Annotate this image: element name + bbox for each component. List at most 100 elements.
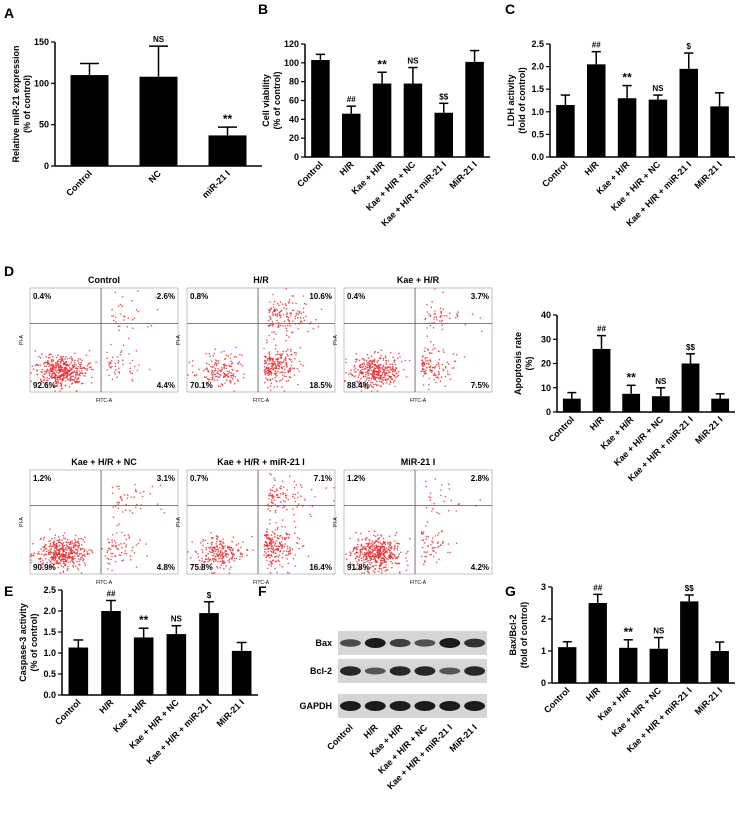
event-dot [116,486,118,488]
event-dot [481,331,483,333]
event-dot [356,548,358,550]
event-dot [55,377,57,379]
event-dot [219,374,221,376]
event-dot [231,363,233,365]
event-dot [230,357,232,359]
event-dot [357,552,359,554]
event-dot [75,375,77,377]
event-dot [218,360,220,362]
event-dot [276,572,278,574]
event-dot [275,548,277,550]
event-dot [389,549,391,551]
event-dot [275,377,277,379]
event-dot [440,495,442,497]
event-dot [397,549,399,551]
event-dot [431,307,433,309]
event-dot [360,533,362,535]
event-dot [376,546,378,548]
event-dot [276,320,278,322]
event-dot [42,560,44,562]
event-dot [375,366,377,368]
event-dot [426,556,428,558]
event-dot [76,370,78,372]
event-dot [140,492,142,494]
event-dot [381,552,383,554]
event-dot [138,311,140,313]
event-dot [72,556,74,558]
event-dot [95,362,97,364]
event-dot [284,390,286,392]
event-dot [217,567,219,569]
event-dot [54,366,56,368]
event-dot [379,537,381,539]
event-dot [218,549,220,551]
event-dot [222,541,224,543]
event-dot [277,315,279,317]
event-dot [280,379,282,381]
event-dot [434,348,436,350]
event-dot [212,549,214,551]
event-dot [284,538,286,540]
event-dot [82,548,84,550]
event-dot [360,378,362,380]
event-dot [216,538,218,540]
event-dot [279,555,281,557]
event-dot [275,553,277,555]
event-dot [282,519,284,521]
event-dot [406,569,408,571]
event-dot [360,370,362,372]
event-dot [282,493,284,495]
event-dot [227,371,229,373]
event-dot [435,313,437,315]
event-dot [293,493,295,495]
y-tick-label: 100 [284,58,299,68]
event-dot [78,362,80,364]
event-dot [115,363,117,365]
event-dot [447,371,449,373]
event-dot [70,373,72,375]
event-dot [405,360,407,362]
x-axis-label: FITC-A [96,580,113,586]
event-dot [231,552,233,554]
event-dot [268,493,270,495]
event-dot [192,360,194,362]
event-dot [275,380,277,382]
bar [232,651,252,695]
event-dot [374,568,376,570]
event-dot [281,566,283,568]
event-dot [111,366,113,368]
event-dot [231,372,233,374]
event-dot [295,313,297,315]
y-axis-label: Cell viability [261,74,271,127]
event-dot [128,338,130,340]
significance-label: ** [139,613,149,627]
event-dot [213,547,215,549]
event-dot [427,536,429,538]
event-dot [211,372,213,374]
event-dot [30,556,32,558]
event-dot [69,550,71,552]
bar [101,611,121,695]
event-dot [204,376,206,378]
significance-label: NS [655,377,667,386]
event-dot [276,386,278,388]
event-dot [432,547,434,549]
event-dot [209,364,211,366]
event-dot [394,562,396,564]
event-dot [118,486,120,488]
event-dot [409,538,411,540]
event-dot [91,550,93,552]
event-dot [196,374,198,376]
event-dot [92,552,94,554]
event-dot [270,474,272,476]
event-dot [269,510,271,512]
event-dot [231,366,233,368]
event-dot [286,534,288,536]
event-dot [52,366,54,368]
event-dot [429,359,431,361]
event-dot [456,354,458,356]
event-dot [214,374,216,376]
event-dot [81,370,83,372]
event-dot [223,560,225,562]
event-dot [234,356,236,358]
